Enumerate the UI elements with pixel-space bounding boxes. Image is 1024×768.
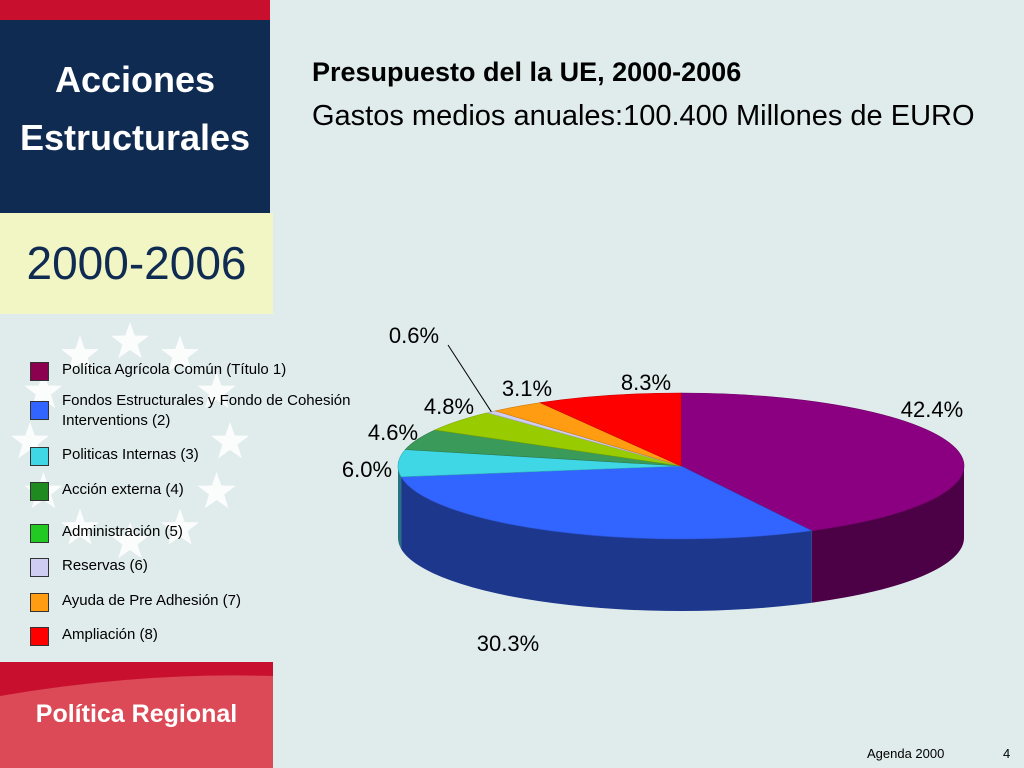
legend-label-line2: Interventions (2) [62,412,171,429]
pie-data-label: 30.3% [477,631,539,656]
eu-stars-decoration [11,322,249,559]
legend-label: Fondos Estructurales y Fondo de Cohesión [62,392,351,409]
legend-label: Ayuda de Pre Adhesión (7) [62,592,242,609]
footer-label: Agenda 2000 [867,746,945,761]
legend-label: Reservas (6) [62,557,148,574]
legend-label: Política Agrícola Común (Título 1) [62,361,287,378]
pie-slice [539,392,682,467]
pie-slice-side [398,466,402,549]
legend-swatch [30,482,49,501]
star-icon [161,335,199,372]
footer-section-title: Política Regional [35,700,238,728]
star-icon [197,472,236,509]
legend-swatch [30,627,49,646]
star-icon [24,372,63,409]
legend-swatch [30,558,49,577]
pie-slice-side [401,476,812,611]
pie-data-label: 4.6% [368,420,418,445]
period-label: 2000-2006 [26,237,247,289]
pie-data-label: 4.8% [424,394,474,419]
pie-data-label: 6.0% [342,457,392,482]
slide-subtitle: Gastos medios anuales:100.400 Millones d… [312,100,975,132]
star-icon [61,335,99,372]
legend-swatch [30,447,49,466]
footer-band [0,662,273,768]
legend-label: Ampliación (8) [62,626,158,643]
star-icon [111,322,149,359]
star-icon [111,522,149,559]
pie-data-label: 3.1% [502,376,552,401]
sidebar-title-block: Acciones Estructurales [0,20,270,213]
period-block: 2000-2006 [0,213,273,314]
pie-data-label: 42.4% [901,397,963,422]
legend-label: Administración (5) [62,523,183,540]
legend-swatch [30,524,49,543]
pie-slice [400,465,813,540]
star-icon [197,372,236,409]
legend-swatch [30,362,49,381]
sidebar-title-line2: Estructurales [19,117,251,158]
top-red-strip [0,0,270,20]
pie-data-label: 0.6% [389,323,439,348]
pie-data-label: 8.3% [621,370,671,395]
star-icon [11,422,49,459]
star-icon [61,508,99,545]
legend-label: Politicas Internas (3) [62,446,199,463]
legend-swatch [30,401,49,420]
sidebar-title-line1: Acciones [54,59,216,100]
legend-label: Acción externa (4) [62,481,184,498]
pie-leader-line [447,344,492,413]
star-icon [211,422,249,459]
pie-slice [680,392,965,532]
pie-slice-side [811,466,964,603]
star-icon [161,508,199,545]
slide-title: Presupuesto del la UE, 2000-2006 [312,57,742,87]
page-number: 4 [1003,746,1011,761]
legend-swatch [30,593,49,612]
